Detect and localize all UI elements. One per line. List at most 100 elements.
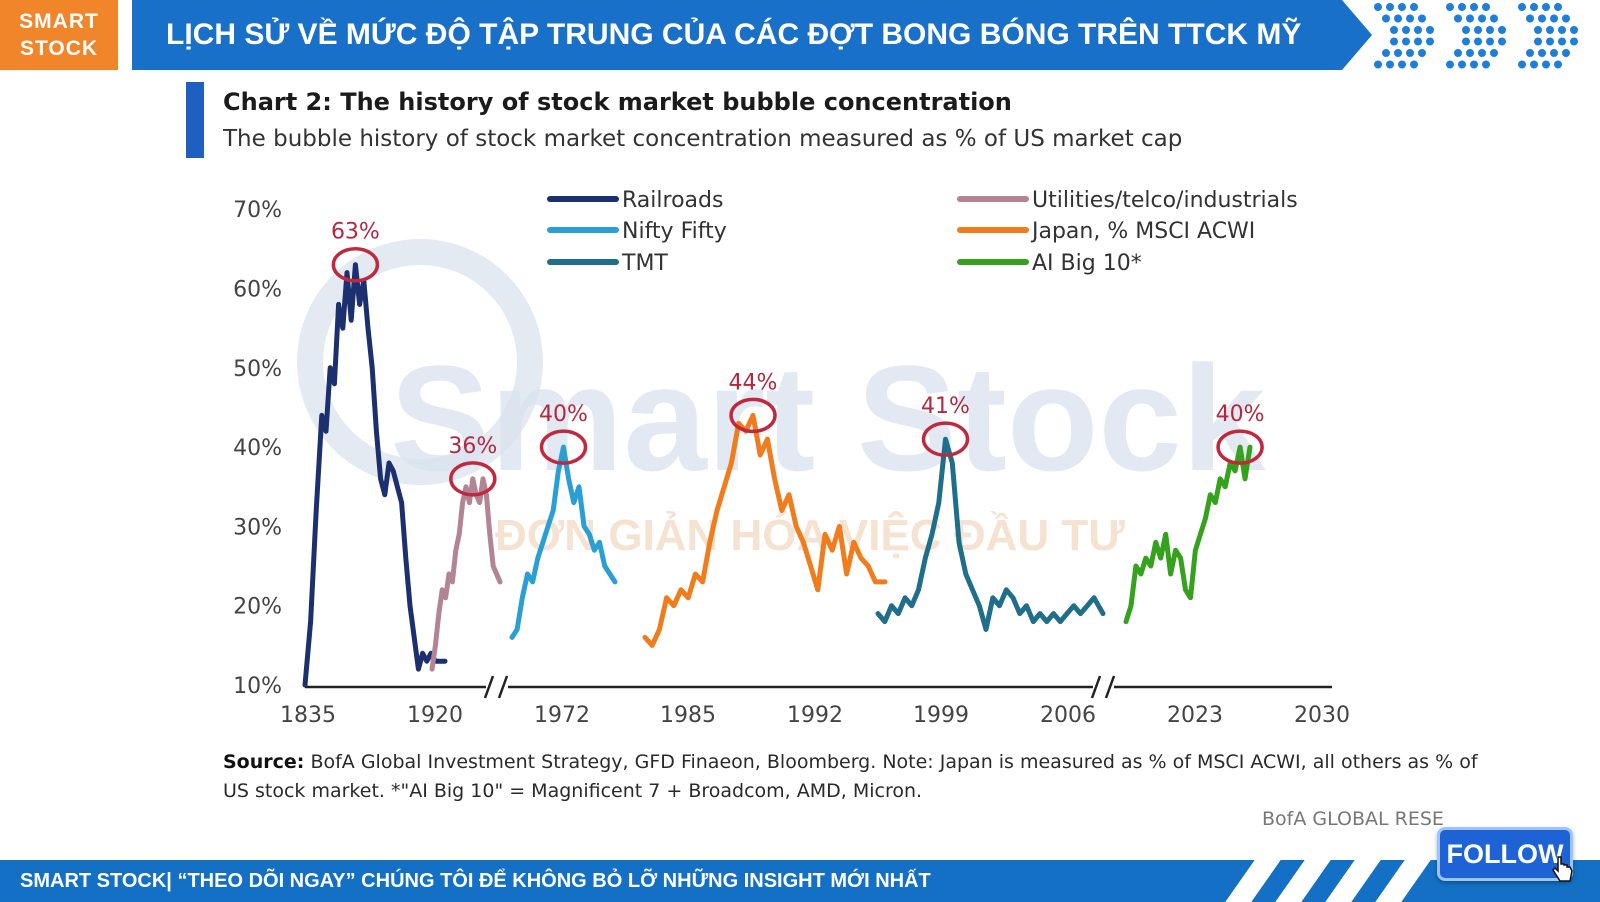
decorative-dot [1414, 37, 1422, 46]
decorative-dot [1490, 14, 1498, 23]
decorative-dot [1530, 3, 1538, 11]
peak-circle [449, 461, 497, 497]
chart-subtitle: The bubble history of stock market conce… [223, 126, 1183, 152]
follow-button[interactable]: FOLLOW [1437, 827, 1573, 881]
logo-line-2: STOCK [19, 37, 99, 60]
decorative-dot [1466, 14, 1474, 23]
y-tick-label: 10% [233, 674, 282, 699]
peak-label: 41% [921, 394, 970, 419]
series-line [642, 412, 888, 648]
y-tick-label: 70% [233, 198, 282, 223]
decorative-dot [1414, 26, 1422, 34]
footer-text: SMART STOCK| “THEO DÕI NGAY” CHÚNG TÔI Đ… [20, 870, 931, 892]
x-tick-label: 1972 [534, 703, 590, 728]
legend-label: AI Big 10* [1032, 251, 1142, 276]
peak-circle [539, 429, 588, 465]
x-tick-label: 2006 [1040, 703, 1096, 728]
decorative-dot [1518, 60, 1526, 69]
decorative-dot [1570, 37, 1578, 46]
source-label: Source: [223, 751, 305, 773]
decorative-dot [1374, 60, 1382, 69]
axis-break-mark [497, 675, 509, 699]
decorative-dot [1390, 37, 1398, 46]
decorative-dots-pattern [1374, 3, 1578, 69]
decorative-dot [1474, 26, 1482, 34]
legend-label: TMT [621, 251, 668, 276]
decorative-dot [1526, 49, 1534, 57]
series-line [429, 476, 503, 672]
decorative-dot [1486, 37, 1494, 46]
y-tick-label: 50% [233, 357, 282, 382]
source-note: Source: BofA Global Investment Strategy,… [223, 748, 1483, 806]
x-tick-label: 1920 [407, 703, 463, 728]
decorative-dot [1410, 60, 1418, 69]
decorative-dot [1402, 26, 1410, 34]
chart-title: Chart 2: The history of stock market bub… [223, 88, 1012, 116]
decorative-dot [1418, 49, 1426, 57]
decorative-dot [1530, 60, 1538, 69]
decorative-dot [1554, 60, 1562, 69]
title-accent-bar [186, 82, 204, 158]
y-tick-label: 40% [233, 436, 282, 461]
footer-stripe [1225, 860, 1281, 902]
legend-label: Utilities/telco/industrials [1032, 188, 1298, 213]
decorative-dot [1382, 49, 1390, 57]
decorative-dot [1398, 3, 1406, 11]
chart-legend: Railroads Nifty Fifty TMT Utilities/telco/i… [547, 188, 1298, 276]
decorative-dot [1562, 49, 1570, 57]
axis-break-mark [1090, 675, 1102, 699]
decorative-dot [1554, 3, 1562, 11]
axis-break-mark [1104, 675, 1116, 699]
peak-label: 63% [331, 220, 380, 245]
footer-stripe [1325, 860, 1381, 902]
x-tick-label: 1999 [913, 703, 969, 728]
decorative-dot [1470, 60, 1478, 69]
decorative-dot [1406, 49, 1414, 57]
series-line [875, 436, 1106, 632]
x-tick-label: 1992 [787, 703, 843, 728]
peak-label: 40% [1216, 402, 1265, 427]
decorative-dot [1482, 60, 1490, 69]
chart-series [302, 262, 1253, 688]
decorative-dot [1402, 37, 1410, 46]
decorative-dot [1458, 3, 1466, 11]
peak-circle [921, 421, 970, 457]
bofa-credit: BofA GLOBAL RESE [1262, 808, 1444, 830]
peak-circle [331, 246, 380, 283]
decorative-dot [1374, 3, 1382, 11]
decorative-dot [1462, 37, 1470, 46]
decorative-dot [1498, 37, 1506, 46]
y-tick-label: 30% [233, 515, 282, 540]
decorative-dot [1570, 26, 1578, 34]
decorative-dot [1474, 37, 1482, 46]
decorative-dot [1386, 3, 1394, 11]
header-banner: LỊCH SỬ VỀ MỨC ĐỘ TẬP TRUNG CỦA CÁC ĐỢT … [132, 0, 1372, 70]
decorative-dot [1478, 49, 1486, 57]
decorative-dot [1418, 14, 1426, 23]
legend-label: Nifty Fifty [622, 219, 727, 244]
peak-annotations: 63% 36% 40% 44% 41% 40% [331, 220, 1265, 497]
source-text: BofA Global Investment Strategy, GFD Fin… [223, 751, 1478, 802]
y-tick-label: 60% [233, 278, 282, 303]
decorative-dot [1486, 26, 1494, 34]
x-tick-label: 1985 [660, 703, 716, 728]
decorative-dot [1454, 14, 1462, 23]
decorative-dot [1546, 37, 1554, 46]
logo-line-1: SMART [19, 10, 99, 33]
smart-stock-logo: SMART STOCK [0, 0, 118, 70]
decorative-dot [1466, 49, 1474, 57]
decorative-dot [1518, 3, 1526, 11]
decorative-dot [1546, 26, 1554, 34]
decorative-dot [1394, 49, 1402, 57]
decorative-dot [1550, 49, 1558, 57]
peak-label: 44% [729, 370, 778, 395]
decorative-dot [1538, 49, 1546, 57]
x-axis: 1835 1920 1972 1985 1992 1999 2006 2023 2030 [280, 675, 1350, 728]
decorative-dot [1562, 14, 1570, 23]
decorative-dot [1550, 14, 1558, 23]
decorative-dot [1498, 26, 1506, 34]
decorative-dot [1446, 3, 1454, 11]
decorative-dot [1426, 37, 1434, 46]
decorative-dot [1542, 60, 1550, 69]
series-line [1123, 444, 1253, 625]
